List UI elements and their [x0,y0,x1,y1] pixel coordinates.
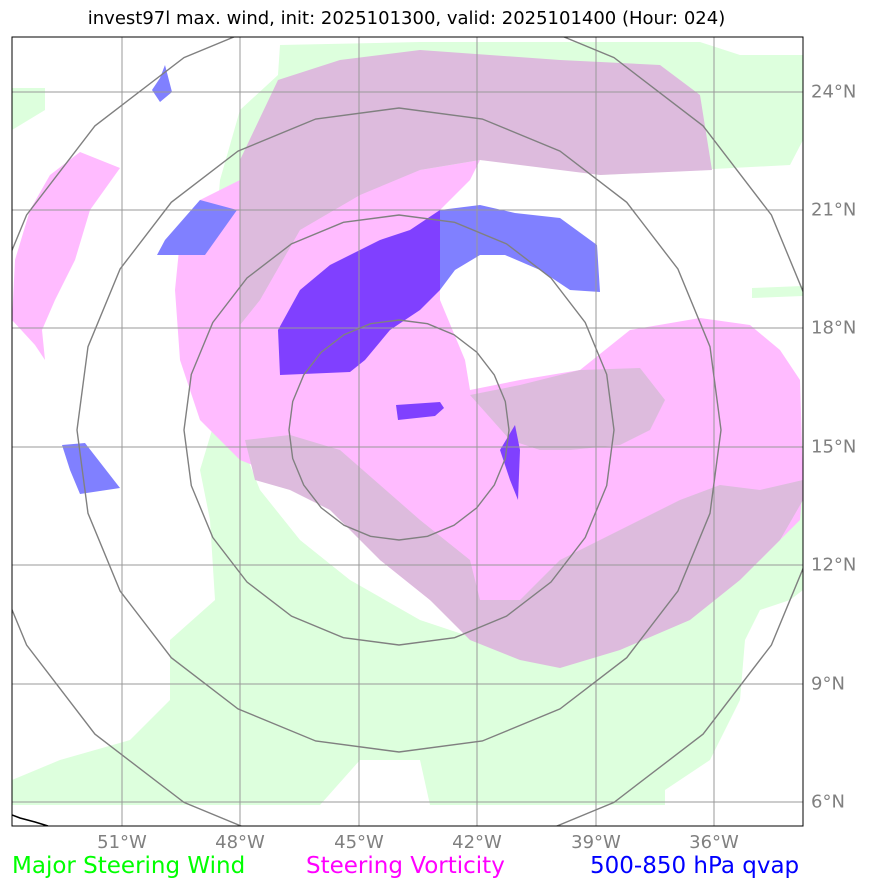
range-rings [12,37,803,826]
lat-label-24n: 24°N [811,81,857,103]
lat-label-12n: 12°N [811,554,857,576]
lat-label-21n: 21°N [811,199,857,221]
lon-label-36w: 36°W [689,832,739,853]
lat-label-6n: 6°N [811,791,845,813]
qvap-region-southwest [62,443,120,494]
qvap-region-east [440,205,600,292]
map-title: invest97l max. wind, init: 2025101300, v… [87,8,726,29]
wind-region-right-strip [752,286,803,298]
wind-region-main [12,42,803,805]
vorticity-region-left [12,152,120,360]
range-ring-second [183,214,615,646]
lon-label-42w: 42°W [452,832,502,853]
map-frame [11,36,804,827]
legend-major-steering-wind: Major Steering Wind [12,853,246,879]
lat-label-15n: 15°N [811,436,857,458]
legend-qvap: 500-850 hPa qvap [590,853,800,879]
coastline [12,814,49,826]
wind-region-left-top [12,88,45,130]
qvap-region-small-center [396,402,444,420]
qvap-region-small-north [152,65,172,102]
lon-label-51w: 51°W [97,832,147,853]
graticule [12,37,803,826]
range-ring-outer [12,37,803,826]
overlap-north-arc [240,50,712,325]
range-ring-inner [288,319,510,541]
major-steering-wind-layer [12,42,803,805]
lat-label-9n: 9°N [811,673,845,695]
range-ring-third [76,107,722,753]
lon-label-45w: 45°W [334,832,384,853]
lon-label-48w: 48°W [215,832,265,853]
lon-label-39w: 39°W [571,832,621,853]
overlap-east-tongue [470,368,665,450]
qvap-region-small-east [500,425,520,500]
lat-label-18n: 18°N [811,317,857,339]
legend-steering-vorticity: Steering Vorticity [306,853,505,879]
qvap-region-west [157,200,237,255]
